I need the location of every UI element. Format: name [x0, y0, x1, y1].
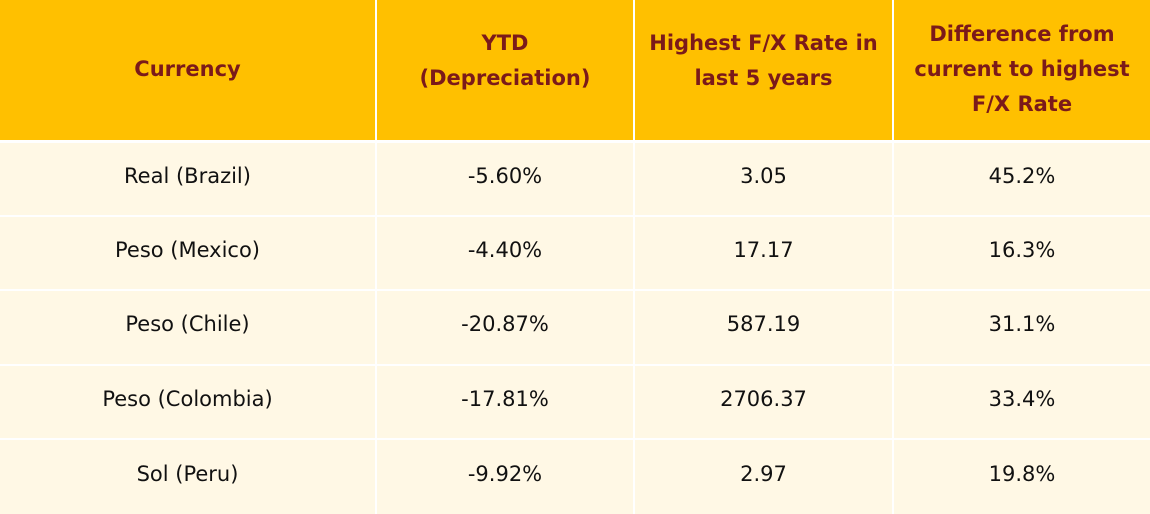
cell-currency: Real (Brazil) [0, 141, 377, 217]
cell-difference: 31.1% [893, 290, 1150, 366]
cell-highest-fx-rate: 2.97 [634, 439, 894, 514]
cell-ytd-depreciation: -9.92% [376, 439, 635, 514]
table-row: Peso (Mexico) -4.40% 17.17 16.3% [0, 215, 1150, 292]
header-ytd-depreciation: YTD (Depreciation) [376, 0, 635, 143]
header-row: Currency YTD (Depreciation) Highest F/X … [0, 0, 1150, 143]
cell-difference: 45.2% [893, 141, 1150, 217]
table-row: Peso (Colombia) -17.81% 2706.37 33.4% [0, 364, 1150, 441]
cell-ytd-depreciation: -17.81% [376, 364, 635, 441]
cell-ytd-depreciation: -4.40% [376, 215, 635, 292]
cell-currency: Peso (Mexico) [0, 215, 377, 292]
table-row: Peso (Chile) -20.87% 587.19 31.1% [0, 290, 1150, 366]
header-difference-to-highest: Difference from current to highest F/X R… [893, 0, 1150, 143]
table-body: Real (Brazil) -5.60% 3.05 45.2% Peso (Me… [0, 141, 1150, 514]
cell-highest-fx-rate: 17.17 [634, 215, 894, 292]
cell-highest-fx-rate: 3.05 [634, 141, 894, 217]
cell-difference: 19.8% [893, 439, 1150, 514]
table-row: Sol (Peru) -9.92% 2.97 19.8% [0, 439, 1150, 514]
cell-ytd-depreciation: -20.87% [376, 290, 635, 366]
header-currency: Currency [0, 0, 377, 143]
cell-highest-fx-rate: 2706.37 [634, 364, 894, 441]
cell-difference: 33.4% [893, 364, 1150, 441]
cell-highest-fx-rate: 587.19 [634, 290, 894, 366]
cell-currency: Peso (Colombia) [0, 364, 377, 441]
cell-currency: Sol (Peru) [0, 439, 377, 514]
cell-currency: Peso (Chile) [0, 290, 377, 366]
cell-ytd-depreciation: -5.60% [376, 141, 635, 217]
header-highest-fx-rate: Highest F/X Rate in last 5 years [634, 0, 894, 143]
table-row: Real (Brazil) -5.60% 3.05 45.2% [0, 141, 1150, 217]
table-header: Currency YTD (Depreciation) Highest F/X … [0, 0, 1150, 143]
cell-difference: 16.3% [893, 215, 1150, 292]
